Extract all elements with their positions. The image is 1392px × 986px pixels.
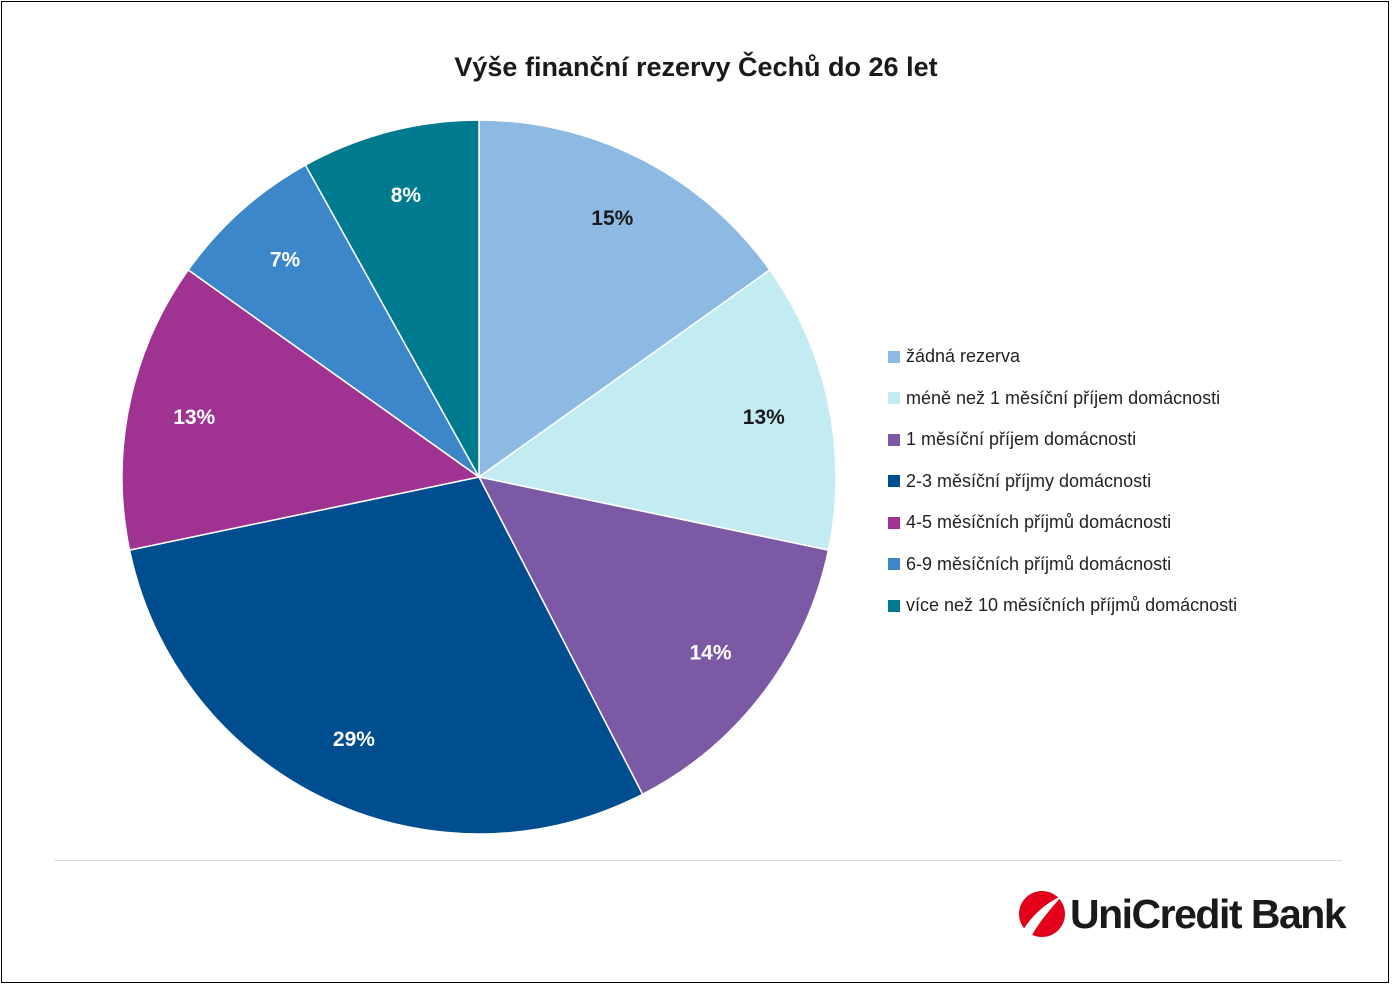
legend-swatch-5: [888, 516, 900, 529]
legend-label-1: žádná rezerva: [906, 346, 1021, 367]
unicredit-logo-icon: [1019, 891, 1065, 937]
legend-swatch-6: [888, 558, 900, 571]
legend-item-7: více než 10 měsíčních příjmů domácnosti: [888, 585, 1237, 627]
legend-label-7: více než 10 měsíčních příjmů domácnosti: [906, 595, 1238, 616]
legend-item-1: žádná rezerva: [888, 336, 1237, 378]
pie-data-label-6: 7%: [270, 249, 301, 272]
brand-name: UniCredit Bank: [1070, 890, 1347, 937]
legend-swatch-2: [888, 392, 900, 405]
legend-label-2: méně než 1 měsíční příjem domácnosti: [906, 387, 1221, 408]
pie-data-label-2: 13%: [743, 406, 785, 429]
legend-item-4: 2-3 měsíční příjmy domácnosti: [888, 461, 1237, 503]
chart-title: Výše finanční rezervy Čechů do 26 let: [454, 52, 938, 82]
brand: UniCredit Bank: [1018, 888, 1347, 940]
pie-data-label-5: 13%: [173, 406, 215, 429]
legend-label-3: 1 měsíční příjem domácnosti: [906, 429, 1137, 450]
chart-legend: žádná rezerva méně než 1 měsíční příjem d…: [888, 336, 1237, 627]
legend-label-6: 6-9 měsíčních příjmů domácnosti: [906, 553, 1172, 574]
legend-label-5: 4-5 měsíčních příjmů domácnosti: [906, 512, 1172, 533]
legend-swatch-1: [888, 350, 900, 363]
pie-slice-6: [187, 164, 480, 478]
legend-item-2: méně než 1 měsíční příjem domácnosti: [888, 378, 1237, 420]
legend-item-3: 1 měsíční příjem domácnosti: [888, 419, 1237, 461]
pie-data-label-7: 8%: [391, 184, 422, 207]
pie-slice-3: [477, 475, 830, 796]
legend-swatch-4: [888, 475, 900, 488]
pie-slice-7: [304, 119, 480, 480]
legend-swatch-3: [888, 433, 900, 446]
legend-swatch-7: [888, 599, 900, 612]
footer-divider: [54, 860, 1342, 861]
pie-slice-2: [477, 268, 837, 552]
pie-slice-5: [121, 268, 481, 552]
pie-data-label-4: 29%: [333, 728, 375, 751]
legend-item-5: 4-5 měsíčních příjmů domácnosti: [888, 502, 1237, 544]
pie-slice-4: [128, 476, 644, 835]
legend-label-4: 2-3 měsíční příjmy domácnosti: [906, 470, 1152, 491]
pie-data-label-3: 14%: [690, 642, 732, 665]
legend-item-6: 6-9 měsíčních příjmů domácnosti: [888, 544, 1237, 586]
pie-data-label-1: 15%: [591, 207, 633, 230]
pie-slice-1: [478, 119, 771, 479]
